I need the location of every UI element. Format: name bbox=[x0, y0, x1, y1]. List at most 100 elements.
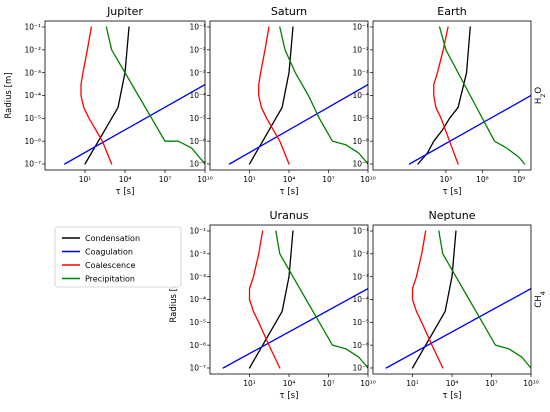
series-group-earth bbox=[408, 26, 531, 165]
panel-title-saturn: Saturn bbox=[271, 5, 307, 18]
series-line-coagulation-saturn bbox=[228, 83, 368, 165]
y-tick-label-earth: 10⁻³ bbox=[352, 68, 369, 77]
y-tick-label-neptune: 10⁻⁶ bbox=[352, 341, 369, 350]
series-line-coalescence-jupiter bbox=[80, 26, 113, 165]
y-tick-label-jupiter: 10⁻¹ bbox=[24, 23, 41, 32]
x-tick-label-jupiter: 10¹⁰ bbox=[197, 175, 213, 184]
axes-frame-neptune bbox=[372, 224, 532, 375]
y-tick-label-uranus: 10⁻⁵ bbox=[189, 318, 206, 327]
x-tick-label-uranus: 10⁴ bbox=[283, 379, 296, 388]
y-tick-label-earth: 10⁻⁵ bbox=[352, 114, 369, 123]
x-axis-label-uranus: τ [s] bbox=[280, 391, 299, 401]
legend: Condensation Coagulation Coalescence Precip… bbox=[54, 226, 182, 288]
y-tick-label-uranus: 10⁻⁶ bbox=[189, 341, 206, 350]
x-tick-label-jupiter: 10⁴ bbox=[119, 175, 132, 184]
series-line-precipitation-jupiter bbox=[105, 26, 205, 165]
y-tick-label-uranus: 10⁻³ bbox=[189, 272, 206, 281]
x-tick-label-uranus: 10¹ bbox=[243, 379, 256, 388]
y-tick-label-uranus: 10⁻² bbox=[189, 249, 206, 258]
series-line-condensation-saturn bbox=[248, 26, 294, 165]
x-axis-label-earth: τ [s] bbox=[443, 187, 462, 197]
y-tick-label-saturn: 10⁻² bbox=[189, 45, 206, 54]
series-group-saturn bbox=[228, 26, 368, 165]
y-tick-label-earth: 10⁻⁷ bbox=[352, 160, 369, 169]
y-tick-label-saturn: 10⁻³ bbox=[189, 68, 206, 77]
y-tick-label-saturn: 10⁻⁷ bbox=[189, 160, 206, 169]
x-tick-label-neptune: 10¹⁰ bbox=[523, 379, 539, 388]
series-line-condensation-earth bbox=[417, 26, 471, 165]
legend-box bbox=[54, 226, 182, 288]
panel-earth: Earth 10³ 10⁶ 10⁹ τ [s] 10⁻⁷ 10⁻⁶ 10⁻⁵ 10⁻⁴ 10⁻³ 1… bbox=[352, 5, 532, 197]
panel-title-neptune: Neptune bbox=[428, 209, 475, 222]
axes-frame-jupiter bbox=[44, 20, 206, 171]
x-tick-label-uranus: 10⁷ bbox=[322, 379, 335, 388]
y-tick-label-earth: 10⁻⁶ bbox=[352, 137, 369, 146]
x-tick-label-neptune: 10⁴ bbox=[446, 379, 459, 388]
series-line-coalescence-neptune bbox=[411, 230, 444, 369]
series-line-precipitation-earth bbox=[438, 26, 526, 165]
row-label-ch4: CH4 bbox=[534, 291, 547, 307]
x-tick-label-earth: 10³ bbox=[440, 175, 453, 184]
legend-label-coagulation: Coagulation bbox=[85, 248, 133, 257]
y-tick-label-neptune: 10⁻³ bbox=[352, 272, 369, 281]
y-tick-label-earth: 10⁻² bbox=[352, 45, 369, 54]
y-tick-label-neptune: 10⁻⁵ bbox=[352, 318, 369, 327]
legend-label-coalescence: Coalescence bbox=[85, 261, 135, 270]
series-line-coalescence-uranus bbox=[248, 230, 281, 369]
y-axis-label-uranus: Radius [m] bbox=[169, 276, 179, 322]
panel-neptune: Neptune 10¹ 10⁴ 10⁷ 10¹⁰ τ [s] 10⁻⁷ 10⁻⁶ 10⁻⁵ 10⁻… bbox=[352, 209, 538, 401]
x-tick-label-earth: 10⁹ bbox=[513, 175, 526, 184]
series-line-coagulation-jupiter bbox=[64, 83, 205, 165]
panel-uranus: Uranus 10¹ 10⁴ 10⁷ 10¹⁰ τ [s] 10⁻⁷ 10⁻⁶ 10⁻⁵ 10⁻⁴… bbox=[189, 209, 375, 401]
series-line-condensation-uranus bbox=[248, 230, 294, 369]
y-tick-label-saturn: 10⁻⁵ bbox=[189, 114, 206, 123]
panel-title-earth: Earth bbox=[437, 5, 467, 18]
series-line-coalescence-earth bbox=[433, 26, 459, 165]
y-axis-label-jupiter: Radius [m] bbox=[4, 72, 14, 118]
y-tick-label-jupiter: 10⁻³ bbox=[24, 68, 41, 77]
series-line-coalescence-saturn bbox=[258, 26, 290, 165]
axes-frame-uranus bbox=[209, 224, 369, 375]
x-tick-label-saturn: 10⁷ bbox=[322, 175, 335, 184]
y-tick-label-neptune: 10⁻⁴ bbox=[352, 295, 369, 304]
x-axis-label-saturn: τ [s] bbox=[280, 187, 299, 197]
y-tick-label-neptune: 10⁻² bbox=[352, 249, 369, 258]
y-tick-label-uranus: 10⁻⁷ bbox=[189, 364, 206, 373]
series-line-precipitation-neptune bbox=[438, 230, 531, 369]
x-tick-label-jupiter: 10¹ bbox=[79, 175, 92, 184]
y-tick-label-earth: 10⁻⁴ bbox=[352, 91, 369, 100]
y-tick-label-neptune: 10⁻¹ bbox=[352, 227, 369, 236]
legend-label-precipitation: Precipitation bbox=[85, 275, 135, 284]
series-group-jupiter bbox=[64, 26, 205, 165]
y-tick-label-jupiter: 10⁻⁵ bbox=[24, 114, 41, 123]
panel-title-uranus: Uranus bbox=[270, 209, 309, 222]
x-tick-label-saturn: 10¹⁰ bbox=[360, 175, 376, 184]
y-tick-label-jupiter: 10⁻⁴ bbox=[24, 91, 41, 100]
series-line-coagulation-uranus bbox=[222, 287, 368, 369]
y-tick-label-jupiter: 10⁻⁶ bbox=[24, 137, 41, 146]
x-axis-label-neptune: τ [s] bbox=[443, 391, 462, 401]
y-tick-label-jupiter: 10⁻⁷ bbox=[24, 160, 41, 169]
panel-title-jupiter: Jupiter bbox=[106, 5, 143, 18]
series-line-precipitation-uranus bbox=[275, 230, 368, 369]
x-tick-label-saturn: 10⁴ bbox=[283, 175, 296, 184]
x-axis-label-jupiter: τ [s] bbox=[116, 187, 135, 197]
axes-frame-saturn bbox=[209, 20, 369, 171]
panel-saturn: Saturn 10¹ 10⁴ 10⁷ 10¹⁰ τ [s] 10⁻⁷ 10⁻⁶ 10⁻⁵ 10⁻⁴… bbox=[189, 5, 375, 197]
y-tick-label-uranus: 10⁻¹ bbox=[189, 227, 206, 236]
y-tick-label-neptune: 10⁻⁷ bbox=[352, 364, 369, 373]
x-tick-label-jupiter: 10⁷ bbox=[159, 175, 172, 184]
series-line-precipitation-saturn bbox=[279, 26, 368, 165]
x-tick-label-neptune: 10⁷ bbox=[485, 379, 498, 388]
y-tick-label-jupiter: 10⁻² bbox=[24, 45, 41, 54]
y-tick-label-uranus: 10⁻⁴ bbox=[189, 295, 206, 304]
y-tick-label-saturn: 10⁻¹ bbox=[189, 23, 206, 32]
row-label-h2o: H2O bbox=[534, 87, 547, 105]
x-tick-label-neptune: 10¹ bbox=[406, 379, 419, 388]
series-line-coagulation-neptune bbox=[385, 287, 531, 369]
x-tick-label-saturn: 10¹ bbox=[243, 175, 256, 184]
y-tick-label-earth: 10⁻¹ bbox=[352, 23, 369, 32]
series-group-neptune bbox=[385, 230, 531, 369]
